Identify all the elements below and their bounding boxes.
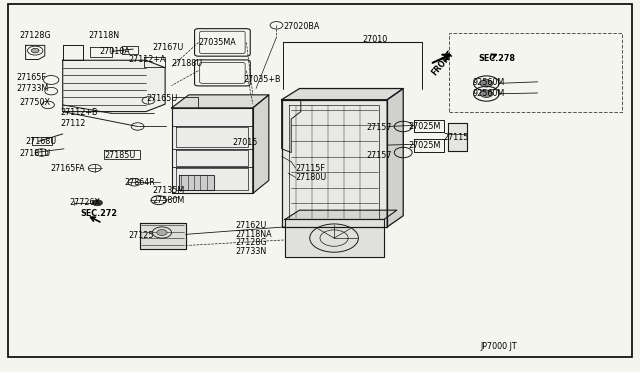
Polygon shape	[282, 100, 387, 227]
Polygon shape	[448, 123, 467, 151]
Text: 27168U: 27168U	[26, 137, 57, 146]
Text: 27188U: 27188U	[172, 59, 203, 68]
Text: 27128G: 27128G	[19, 31, 51, 40]
Text: 27157: 27157	[366, 123, 392, 132]
Polygon shape	[282, 89, 403, 100]
Text: 27025M: 27025M	[408, 122, 441, 131]
Polygon shape	[140, 223, 186, 249]
Polygon shape	[253, 95, 269, 193]
Text: SEC.272: SEC.272	[80, 209, 117, 218]
Text: 27118NA: 27118NA	[236, 230, 272, 239]
Polygon shape	[285, 219, 384, 257]
Text: 92560M: 92560M	[472, 78, 504, 87]
Polygon shape	[285, 210, 397, 219]
Polygon shape	[179, 175, 214, 190]
Text: 27185U: 27185U	[104, 151, 136, 160]
Text: 27112+B: 27112+B	[61, 108, 99, 117]
Circle shape	[31, 48, 39, 53]
Text: FRONT: FRONT	[430, 49, 456, 77]
Text: 27165U: 27165U	[146, 94, 177, 103]
Polygon shape	[387, 89, 403, 227]
Circle shape	[157, 230, 167, 235]
Bar	[449, 33, 622, 112]
Text: 27035MA: 27035MA	[198, 38, 236, 47]
Text: 27733N: 27733N	[236, 247, 267, 256]
Text: 27750X: 27750X	[19, 98, 50, 107]
Text: 27015: 27015	[232, 138, 258, 147]
Circle shape	[480, 90, 493, 97]
Text: 27733M: 27733M	[16, 84, 48, 93]
Text: 27128G: 27128G	[236, 238, 267, 247]
Text: 27115: 27115	[444, 133, 469, 142]
Text: 27112: 27112	[61, 119, 86, 128]
Polygon shape	[172, 108, 253, 193]
Circle shape	[480, 80, 493, 87]
Text: 27726X: 27726X	[69, 198, 100, 207]
Text: 27167U: 27167U	[152, 43, 184, 52]
Text: 27025M: 27025M	[408, 141, 441, 150]
Text: 92560M: 92560M	[472, 89, 504, 98]
Text: 27115F: 27115F	[296, 164, 326, 173]
Text: 27010: 27010	[362, 35, 387, 44]
Text: JP7000 JT: JP7000 JT	[480, 342, 516, 351]
Text: 27180U: 27180U	[296, 173, 327, 182]
Text: 27157: 27157	[366, 151, 392, 160]
Polygon shape	[63, 60, 165, 112]
Text: 27112+A: 27112+A	[128, 55, 166, 64]
Polygon shape	[172, 95, 269, 108]
Text: 27165F: 27165F	[16, 73, 46, 82]
Text: 27864R: 27864R	[125, 178, 156, 187]
Text: 27125: 27125	[128, 231, 154, 240]
Text: SEC.278: SEC.278	[479, 54, 516, 63]
Circle shape	[92, 200, 102, 206]
Text: 27118N: 27118N	[88, 31, 120, 40]
Text: 27010A: 27010A	[99, 47, 130, 56]
Text: 27162U: 27162U	[236, 221, 267, 230]
Text: 27035+B: 27035+B	[243, 76, 281, 84]
Text: 27135M: 27135M	[152, 186, 184, 195]
Text: 27580M: 27580M	[152, 196, 184, 205]
Text: 27165FA: 27165FA	[50, 164, 84, 173]
Text: 27181U: 27181U	[19, 149, 51, 158]
Text: 27020BA: 27020BA	[283, 22, 319, 31]
